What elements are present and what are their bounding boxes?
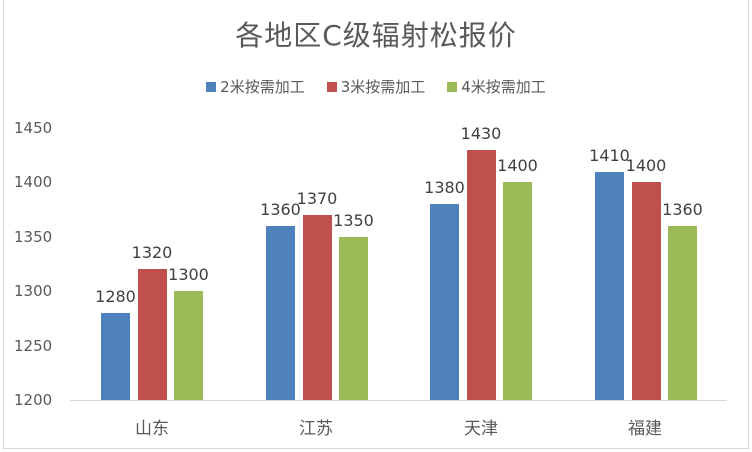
x-label: 江苏 xyxy=(299,419,333,439)
bar-data-label: 1400 xyxy=(625,156,667,176)
chart-legend: 2米按需加工 3米按需加工 4米按需加工 xyxy=(0,76,752,97)
bar[interactable] xyxy=(466,149,496,400)
bar-data-label: 1350 xyxy=(333,210,374,230)
bar-data-label: 1300 xyxy=(168,265,209,285)
bar[interactable] xyxy=(174,291,203,400)
legend-swatch-icon xyxy=(447,81,458,92)
bar[interactable] xyxy=(595,171,624,400)
bar-data-label: 1430 xyxy=(460,123,502,143)
legend-item-series-3[interactable]: 4米按需加工 xyxy=(447,76,546,97)
x-axis-line xyxy=(70,400,727,401)
bar[interactable] xyxy=(430,204,459,400)
bar[interactable] xyxy=(668,225,697,400)
bar[interactable] xyxy=(137,269,167,400)
bar-data-label: 1400 xyxy=(497,156,538,176)
legend-label: 2米按需加工 xyxy=(220,78,305,96)
bar-data-label: 1410 xyxy=(589,145,630,165)
chart-frame xyxy=(3,0,749,449)
bar[interactable] xyxy=(631,182,661,400)
legend-item-series-1[interactable]: 2米按需加工 xyxy=(206,76,305,97)
bar[interactable] xyxy=(302,215,332,400)
y-tick: 1250 xyxy=(14,336,53,355)
bar[interactable] xyxy=(101,312,130,400)
bar-data-label: 1320 xyxy=(131,243,173,263)
bar-data-label: 1280 xyxy=(95,286,136,306)
y-tick: 1450 xyxy=(14,119,53,137)
bar[interactable] xyxy=(266,225,295,400)
bar-data-label: 1360 xyxy=(260,199,301,219)
y-tick: 1400 xyxy=(14,173,53,192)
bar-data-label: 1380 xyxy=(424,178,465,198)
bar[interactable] xyxy=(339,236,368,400)
y-tick: 1200 xyxy=(14,391,53,409)
bar-data-label: 1360 xyxy=(662,199,703,219)
legend-item-series-2[interactable]: 3米按需加工 xyxy=(326,76,426,97)
x-label: 山东 xyxy=(135,419,169,439)
bar[interactable] xyxy=(503,182,532,400)
legend-label: 4米按需加工 xyxy=(461,78,546,96)
y-tick: 1300 xyxy=(14,282,53,301)
legend-swatch-icon xyxy=(326,81,337,92)
y-tick: 1350 xyxy=(14,227,53,246)
legend-swatch-icon xyxy=(206,81,217,92)
legend-label: 3米按需加工 xyxy=(340,78,426,96)
x-label: 天津 xyxy=(464,419,498,439)
chart-title: 各地区C级辐射松报价 xyxy=(235,19,517,52)
bar-data-label: 1370 xyxy=(296,189,338,209)
x-label: 福建 xyxy=(628,419,662,439)
